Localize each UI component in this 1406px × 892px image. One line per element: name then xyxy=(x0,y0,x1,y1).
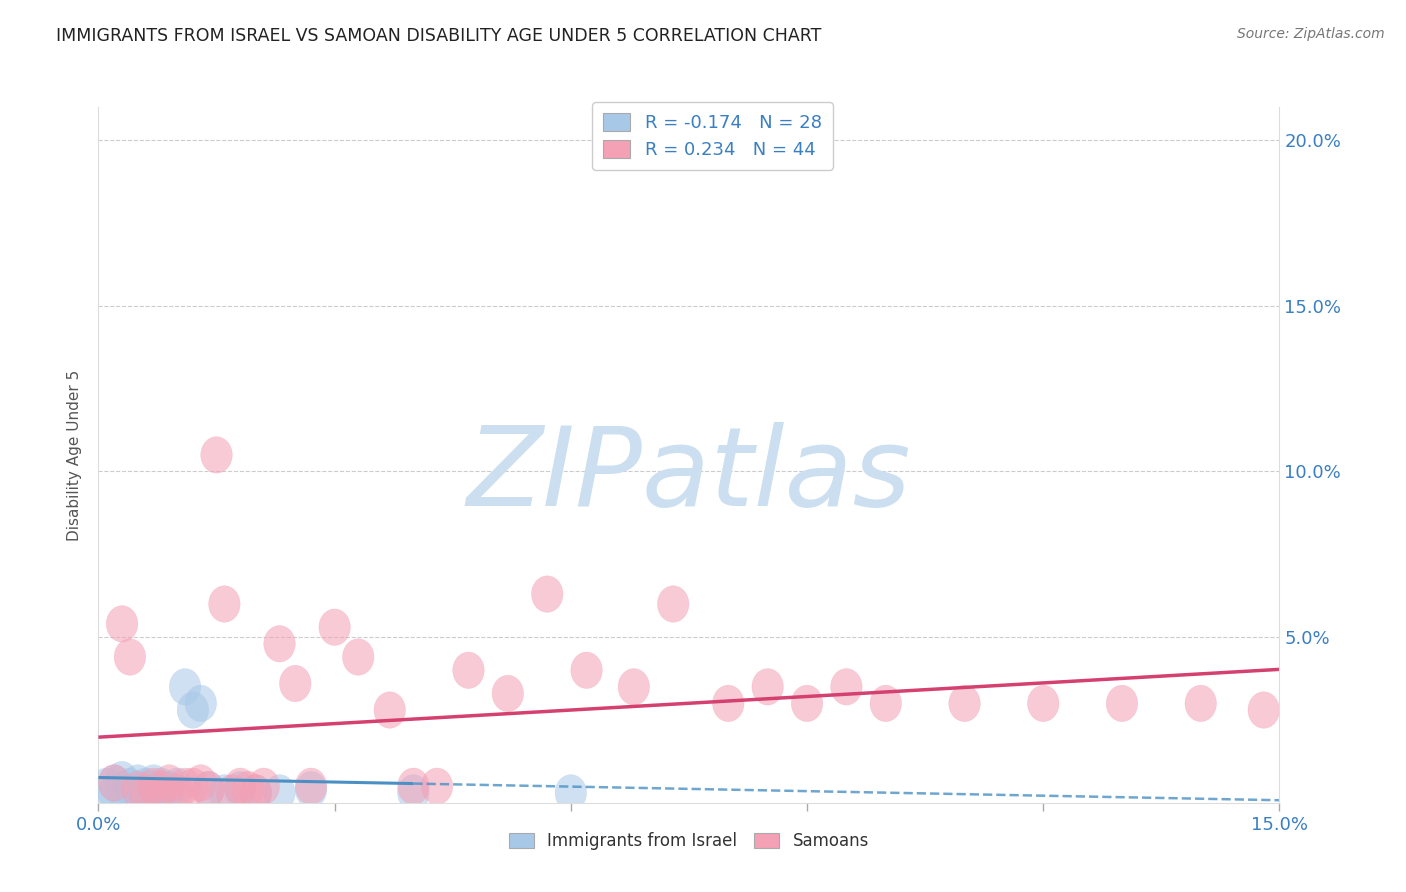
Ellipse shape xyxy=(453,652,484,689)
Ellipse shape xyxy=(319,609,350,646)
Ellipse shape xyxy=(98,764,129,801)
Ellipse shape xyxy=(138,764,169,801)
Ellipse shape xyxy=(949,685,980,722)
Ellipse shape xyxy=(138,772,169,808)
Ellipse shape xyxy=(870,685,901,722)
Ellipse shape xyxy=(90,768,122,805)
Ellipse shape xyxy=(129,768,162,805)
Ellipse shape xyxy=(162,768,193,805)
Ellipse shape xyxy=(752,669,783,705)
Ellipse shape xyxy=(792,685,823,722)
Ellipse shape xyxy=(1185,685,1216,722)
Ellipse shape xyxy=(225,772,256,808)
Text: IMMIGRANTS FROM ISRAEL VS SAMOAN DISABILITY AGE UNDER 5 CORRELATION CHART: IMMIGRANTS FROM ISRAEL VS SAMOAN DISABIL… xyxy=(56,27,821,45)
Ellipse shape xyxy=(217,774,247,811)
Ellipse shape xyxy=(146,768,177,805)
Ellipse shape xyxy=(169,669,201,705)
Ellipse shape xyxy=(146,772,177,808)
Ellipse shape xyxy=(831,669,862,705)
Ellipse shape xyxy=(98,774,129,811)
Ellipse shape xyxy=(153,764,186,801)
Ellipse shape xyxy=(295,768,326,805)
Ellipse shape xyxy=(186,685,217,722)
Ellipse shape xyxy=(240,774,271,811)
Text: Source: ZipAtlas.com: Source: ZipAtlas.com xyxy=(1237,27,1385,41)
Ellipse shape xyxy=(138,768,169,805)
Ellipse shape xyxy=(264,625,295,662)
Ellipse shape xyxy=(492,675,523,712)
Y-axis label: Disability Age Under 5: Disability Age Under 5 xyxy=(67,369,83,541)
Ellipse shape xyxy=(177,768,208,805)
Ellipse shape xyxy=(374,692,405,728)
Ellipse shape xyxy=(114,639,146,675)
Ellipse shape xyxy=(1249,692,1279,728)
Ellipse shape xyxy=(280,665,311,702)
Ellipse shape xyxy=(122,764,153,801)
Ellipse shape xyxy=(247,768,280,805)
Ellipse shape xyxy=(398,768,429,805)
Ellipse shape xyxy=(153,772,186,808)
Ellipse shape xyxy=(177,692,208,728)
Ellipse shape xyxy=(658,586,689,623)
Legend: Immigrants from Israel, Samoans: Immigrants from Israel, Samoans xyxy=(502,826,876,857)
Ellipse shape xyxy=(240,774,271,811)
Ellipse shape xyxy=(98,764,129,801)
Ellipse shape xyxy=(146,774,177,811)
Ellipse shape xyxy=(114,774,146,811)
Ellipse shape xyxy=(232,772,264,808)
Ellipse shape xyxy=(122,772,153,808)
Ellipse shape xyxy=(208,774,240,811)
Ellipse shape xyxy=(186,764,217,801)
Ellipse shape xyxy=(201,437,232,473)
Ellipse shape xyxy=(107,606,138,642)
Ellipse shape xyxy=(129,774,162,811)
Ellipse shape xyxy=(162,774,193,811)
Ellipse shape xyxy=(193,772,225,808)
Ellipse shape xyxy=(264,774,295,811)
Ellipse shape xyxy=(129,774,162,811)
Ellipse shape xyxy=(398,774,429,811)
Text: ZIPatlas: ZIPatlas xyxy=(467,422,911,529)
Ellipse shape xyxy=(343,639,374,675)
Ellipse shape xyxy=(107,762,138,797)
Ellipse shape xyxy=(422,768,453,805)
Ellipse shape xyxy=(571,652,602,689)
Ellipse shape xyxy=(193,772,225,808)
Ellipse shape xyxy=(107,772,138,808)
Ellipse shape xyxy=(555,774,586,811)
Ellipse shape xyxy=(114,768,146,805)
Ellipse shape xyxy=(122,772,153,808)
Ellipse shape xyxy=(619,669,650,705)
Ellipse shape xyxy=(295,772,326,808)
Ellipse shape xyxy=(169,768,201,805)
Ellipse shape xyxy=(713,685,744,722)
Ellipse shape xyxy=(208,586,240,623)
Ellipse shape xyxy=(1107,685,1137,722)
Ellipse shape xyxy=(1028,685,1059,722)
Ellipse shape xyxy=(531,576,562,612)
Ellipse shape xyxy=(225,768,256,805)
